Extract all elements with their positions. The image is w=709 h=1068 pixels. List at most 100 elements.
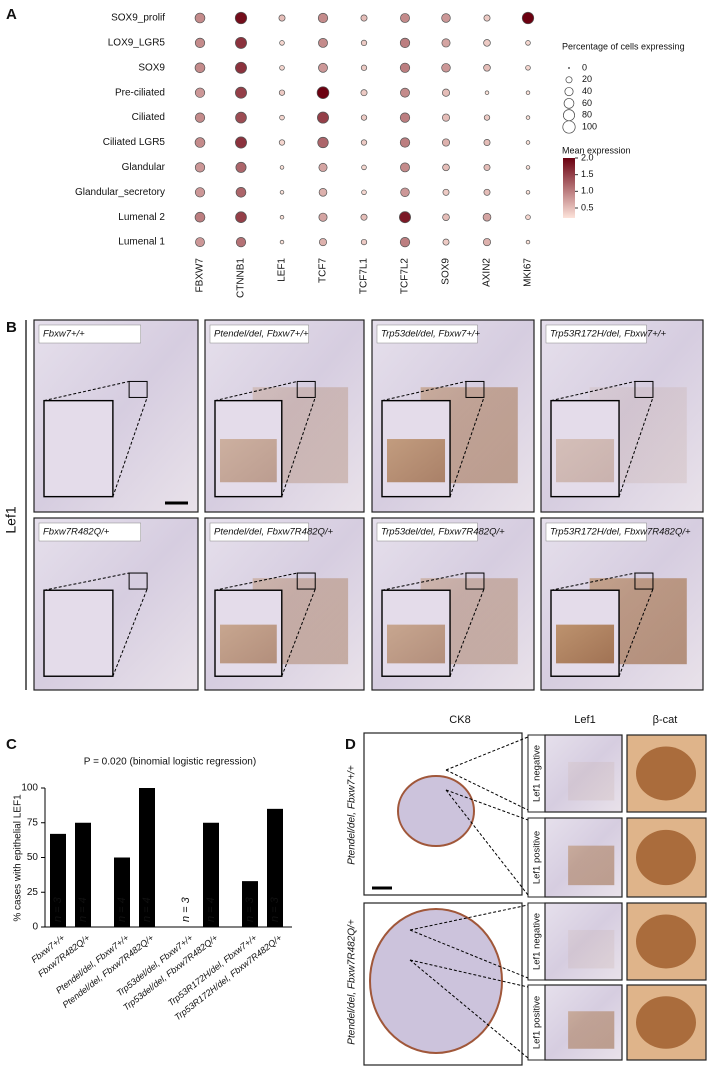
- dot: [482, 238, 492, 247]
- column-label: TCF7: [318, 258, 329, 283]
- dot: [399, 112, 411, 123]
- zoom-line: [112, 588, 148, 677]
- bar-annotation: n = 3: [269, 896, 281, 922]
- row-label: LOX9_LGR5: [108, 38, 166, 49]
- legend-dot: [564, 87, 574, 97]
- dot: [235, 211, 247, 223]
- inset-stain: [387, 624, 446, 664]
- dot: [400, 13, 410, 23]
- zoom-line: [409, 959, 529, 988]
- dot: [279, 190, 285, 195]
- x-tick-label: Trp53R172H/del, Fbxw7R482Q/+: [173, 933, 284, 1023]
- legend-dot: [562, 120, 576, 134]
- zoom-line: [409, 929, 529, 979]
- dot: [484, 90, 490, 95]
- caption: Trp53del/del, Fbxw7+/+: [381, 329, 481, 340]
- bar-annotation: n = 4: [141, 897, 153, 922]
- dot: [360, 14, 368, 22]
- dot: [399, 37, 411, 49]
- dot: [400, 187, 410, 198]
- dot: [360, 89, 368, 97]
- dot: [318, 62, 328, 73]
- zoom-box: [634, 572, 654, 590]
- dot: [316, 86, 330, 99]
- legend-label: 100: [582, 121, 597, 131]
- dot: [525, 140, 531, 145]
- panel-label: A: [6, 6, 17, 23]
- zoom-box: [465, 380, 485, 398]
- dot: [442, 238, 450, 246]
- bar: [203, 822, 219, 927]
- y-tick-label: 0: [32, 922, 38, 933]
- zoom-line: [281, 397, 316, 497]
- zoom-line: [214, 572, 298, 591]
- zoom-box: [465, 572, 485, 590]
- column-header: β-cat: [653, 714, 678, 726]
- dot: [399, 62, 411, 73]
- dot: [525, 190, 531, 195]
- dot: [194, 187, 206, 198]
- caption-box: [545, 522, 647, 542]
- row-label: SOX9: [138, 62, 165, 73]
- inset-stain: [220, 439, 277, 483]
- zoom-line: [449, 397, 485, 497]
- dot: [360, 64, 368, 71]
- inset: [43, 589, 114, 677]
- dot: [525, 90, 531, 95]
- bar: [242, 881, 258, 927]
- row-label: Pre-ciliated: [115, 87, 165, 98]
- dot: [399, 236, 411, 248]
- sub-label: Lef1 positive: [532, 996, 543, 1049]
- stain: [568, 761, 615, 801]
- legend-label: 80: [582, 110, 592, 120]
- dot: [441, 88, 451, 97]
- dot: [400, 162, 410, 173]
- caption: Fbxw7+/+: [43, 329, 85, 340]
- caption: Ptendel/del, Fbxw7R482Q/+: [214, 527, 334, 538]
- bcat-stain: [636, 746, 696, 801]
- dot: [194, 162, 206, 173]
- dot: [279, 165, 285, 170]
- dot: [194, 37, 206, 49]
- dot: [483, 163, 491, 171]
- dot: [194, 112, 206, 123]
- y-tick-label: 100: [21, 783, 38, 794]
- dot: [483, 139, 491, 146]
- column-label: CTNNB1: [236, 258, 247, 298]
- dot: [278, 89, 286, 96]
- dot: [279, 239, 285, 245]
- zoom-line: [550, 380, 636, 402]
- dot: [195, 237, 205, 248]
- dot: [521, 11, 535, 25]
- bar-annotation: n = 3: [180, 896, 192, 922]
- dot: [399, 137, 411, 148]
- inset-stain: [556, 439, 615, 483]
- dot: [194, 12, 206, 24]
- bar-annotation: n = 4: [77, 897, 89, 922]
- row-label: Ciliated: [132, 112, 165, 123]
- zoom-box: [634, 380, 654, 398]
- bar: [114, 857, 130, 927]
- row-label: Lumenal 1: [118, 237, 165, 248]
- caption: Ptendel/del, Fbxw7+/+: [214, 329, 309, 340]
- legend-dot: [568, 67, 570, 69]
- caption-box: [209, 324, 309, 344]
- zoom-line: [281, 588, 316, 677]
- panel-label: B: [6, 319, 17, 336]
- zoom-line: [381, 572, 467, 591]
- dot: [194, 62, 206, 74]
- y-tick-label: 50: [27, 852, 39, 863]
- y-axis-label: % cases with epithelial LEF1: [13, 794, 24, 922]
- sub-label: Lef1 negative: [532, 745, 543, 802]
- column-label: AXIN2: [482, 258, 493, 287]
- dot: [441, 13, 451, 23]
- legend-dot: [563, 109, 575, 122]
- dot: [441, 113, 451, 122]
- bar-annotation: n = 3: [244, 896, 256, 922]
- chart-title: P = 0.020 (binomial logistic regression): [84, 757, 256, 768]
- dot: [235, 136, 247, 149]
- caption: Trp53R172H/del, Fbxw7R482Q/+: [550, 527, 691, 538]
- zoom-line: [445, 789, 529, 821]
- dot: [360, 39, 368, 47]
